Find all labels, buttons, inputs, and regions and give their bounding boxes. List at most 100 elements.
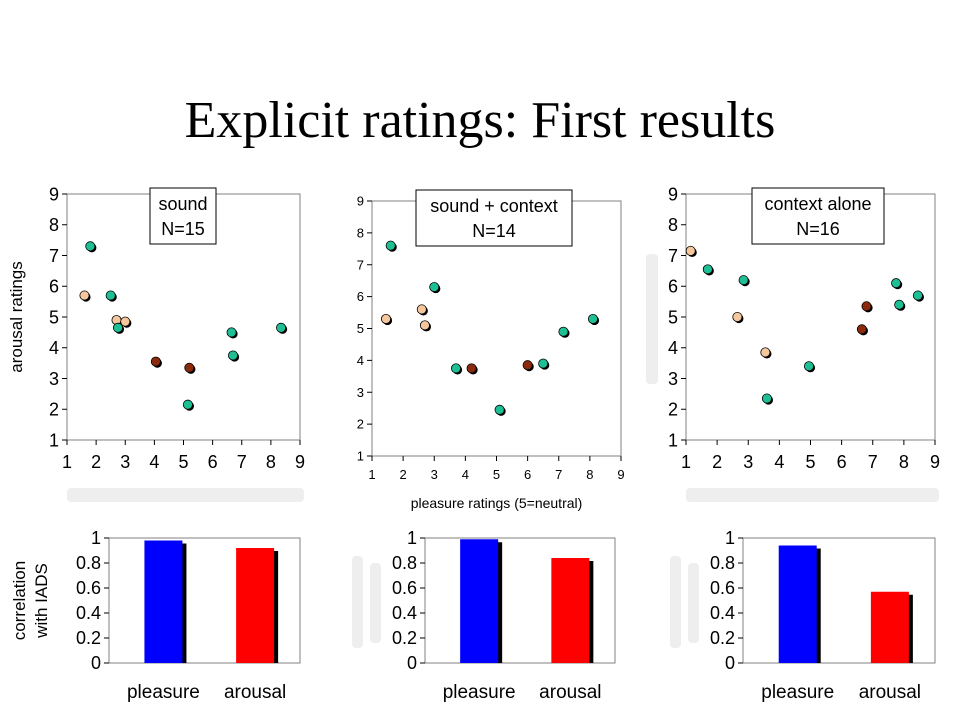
y-tick-label: 0.6 bbox=[710, 578, 735, 598]
y-axis-title-line: correlation bbox=[10, 561, 29, 640]
annotation-n: N=15 bbox=[161, 219, 205, 239]
data-point bbox=[120, 316, 131, 327]
data-point bbox=[558, 326, 569, 337]
y-tick-label: 0.2 bbox=[76, 628, 101, 648]
x-tick-label: 7 bbox=[555, 467, 562, 482]
faded-x-axis-title bbox=[67, 488, 304, 502]
data-point bbox=[184, 362, 195, 373]
y-tick-label: 0.4 bbox=[76, 603, 101, 623]
annotation-box bbox=[415, 189, 573, 247]
y-tick-label: 0 bbox=[725, 653, 735, 673]
data-point bbox=[738, 275, 749, 286]
data-point bbox=[419, 320, 430, 331]
x-tick-label: 5 bbox=[178, 452, 188, 472]
x-tick-label: 8 bbox=[899, 452, 909, 472]
y-tick-label: 1 bbox=[407, 528, 417, 548]
y-tick-label: 2 bbox=[357, 417, 364, 432]
bar-pleasure bbox=[460, 539, 499, 663]
annotation-n: N=14 bbox=[472, 221, 516, 241]
y-tick-label: 2 bbox=[49, 400, 59, 420]
category-label-arousal: arousal bbox=[539, 682, 601, 703]
annotation-box bbox=[751, 187, 885, 245]
x-tick-label: 9 bbox=[930, 452, 940, 472]
x-tick-label: 6 bbox=[524, 467, 531, 482]
data-point bbox=[522, 360, 533, 371]
data-point bbox=[112, 322, 123, 333]
data-point bbox=[276, 322, 287, 333]
bar-pleasure bbox=[778, 545, 817, 663]
x-tick-label: 4 bbox=[149, 452, 159, 472]
y-tick-label: 8 bbox=[668, 215, 678, 235]
data-point bbox=[416, 304, 427, 315]
y-tick-label: 7 bbox=[668, 246, 678, 266]
data-point bbox=[894, 299, 905, 310]
x-tick-label: 1 bbox=[681, 452, 691, 472]
y-tick-label: 0.2 bbox=[392, 628, 417, 648]
x-tick-label: 3 bbox=[431, 467, 438, 482]
y-tick-label: 6 bbox=[668, 277, 678, 297]
y-tick-label: 5 bbox=[668, 307, 678, 327]
x-tick-label: 2 bbox=[400, 467, 407, 482]
x-tick-label: 4 bbox=[462, 467, 469, 482]
data-point bbox=[85, 241, 96, 252]
y-tick-label: 4 bbox=[357, 353, 364, 368]
y-tick-label: 0.4 bbox=[392, 603, 417, 623]
bar-arousal bbox=[236, 548, 275, 663]
category-label-pleasure: pleasure bbox=[127, 682, 200, 703]
faded-y-axis-title bbox=[352, 556, 363, 648]
y-tick-label: 9 bbox=[49, 184, 59, 204]
x-tick-label: 7 bbox=[237, 452, 247, 472]
y-tick-label: 6 bbox=[49, 277, 59, 297]
data-point bbox=[732, 311, 743, 322]
data-point bbox=[494, 404, 505, 415]
y-tick-label: 3 bbox=[357, 385, 364, 400]
x-tick-label: 1 bbox=[368, 467, 375, 482]
data-point bbox=[429, 282, 440, 293]
faded-x-axis-title bbox=[686, 488, 939, 502]
x-tick-label: 8 bbox=[266, 452, 276, 472]
y-tick-label: 0 bbox=[91, 653, 101, 673]
x-tick-label: 5 bbox=[493, 467, 500, 482]
category-label-arousal: arousal bbox=[224, 682, 286, 703]
data-point bbox=[105, 290, 116, 301]
data-point bbox=[761, 393, 772, 404]
y-tick-label: 9 bbox=[668, 184, 678, 204]
slide-title: Explicit ratings: First results bbox=[184, 92, 776, 149]
x-tick-label: 6 bbox=[837, 452, 847, 472]
x-tick-label: 1 bbox=[62, 452, 72, 472]
y-tick-label: 1 bbox=[49, 430, 59, 450]
y-tick-label: 0.4 bbox=[710, 603, 735, 623]
x-tick-label: 2 bbox=[712, 452, 722, 472]
y-tick-label: 4 bbox=[49, 338, 59, 358]
plot-area bbox=[742, 537, 936, 664]
y-tick-label: 0.8 bbox=[392, 553, 417, 573]
y-tick-label: 8 bbox=[357, 225, 364, 240]
y-tick-label: 1 bbox=[91, 528, 101, 548]
data-point bbox=[587, 313, 598, 324]
y-tick-label: 0.6 bbox=[392, 578, 417, 598]
data-point bbox=[856, 324, 867, 335]
faded-y-axis-title bbox=[670, 556, 681, 648]
plot-area bbox=[424, 537, 616, 664]
data-point bbox=[760, 347, 771, 358]
y-tick-label: 1 bbox=[668, 430, 678, 450]
y-tick-label: 5 bbox=[49, 307, 59, 327]
category-label-arousal: arousal bbox=[859, 682, 921, 703]
annotation-n: N=16 bbox=[796, 219, 840, 239]
faded-y-axis-title bbox=[688, 563, 699, 643]
data-point bbox=[702, 264, 713, 275]
data-point bbox=[228, 350, 239, 361]
category-label-pleasure: pleasure bbox=[761, 682, 834, 703]
y-tick-label: 0.6 bbox=[76, 578, 101, 598]
x-axis-title: pleasure ratings (5=neutral) bbox=[411, 495, 583, 511]
x-tick-label: 6 bbox=[208, 452, 218, 472]
x-tick-label: 4 bbox=[774, 452, 784, 472]
y-tick-label: 1 bbox=[725, 528, 735, 548]
y-tick-label: 0.8 bbox=[76, 553, 101, 573]
annotation-condition: sound bbox=[158, 194, 207, 214]
